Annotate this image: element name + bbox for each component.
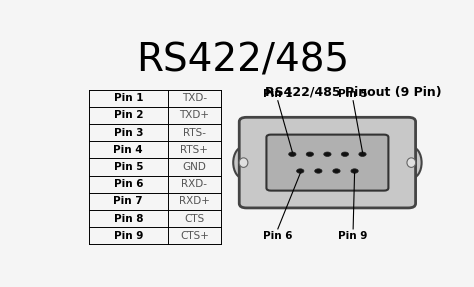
Text: Pin 6: Pin 6 [263,231,292,241]
FancyBboxPatch shape [266,135,388,191]
Text: RXD-: RXD- [182,179,208,189]
Circle shape [341,152,348,156]
Text: RS422/485 Pinout (9 Pin): RS422/485 Pinout (9 Pin) [265,85,442,98]
Circle shape [333,169,340,173]
Text: Pin 7: Pin 7 [113,196,143,206]
Text: RTS+: RTS+ [181,145,209,155]
Text: CTS+: CTS+ [180,231,209,241]
Text: Pin 9: Pin 9 [338,231,368,241]
Text: RS422/485: RS422/485 [137,41,349,79]
Text: GND: GND [182,162,206,172]
Text: Pin 9: Pin 9 [114,231,143,241]
FancyBboxPatch shape [239,117,416,208]
Ellipse shape [407,158,416,167]
Circle shape [297,169,304,173]
Circle shape [306,152,314,156]
Text: Pin 5: Pin 5 [338,88,368,98]
Text: Pin 8: Pin 8 [114,214,143,224]
Text: TXD+: TXD+ [180,110,210,121]
Ellipse shape [401,147,421,179]
Text: Pin 1: Pin 1 [114,93,143,103]
Circle shape [289,152,296,156]
Ellipse shape [233,147,254,179]
Ellipse shape [239,158,248,167]
Circle shape [324,152,331,156]
Circle shape [359,152,366,156]
Text: RXD+: RXD+ [179,196,210,206]
Text: Pin 1: Pin 1 [263,88,292,98]
Text: Pin 5: Pin 5 [114,162,143,172]
Text: RTS-: RTS- [183,128,206,138]
Text: TXD-: TXD- [182,93,207,103]
Text: Pin 4: Pin 4 [113,145,143,155]
Circle shape [315,169,322,173]
Text: CTS: CTS [184,214,205,224]
Text: Pin 3: Pin 3 [114,128,143,138]
Text: Pin 6: Pin 6 [114,179,143,189]
Text: Pin 2: Pin 2 [114,110,143,121]
Circle shape [351,169,358,173]
